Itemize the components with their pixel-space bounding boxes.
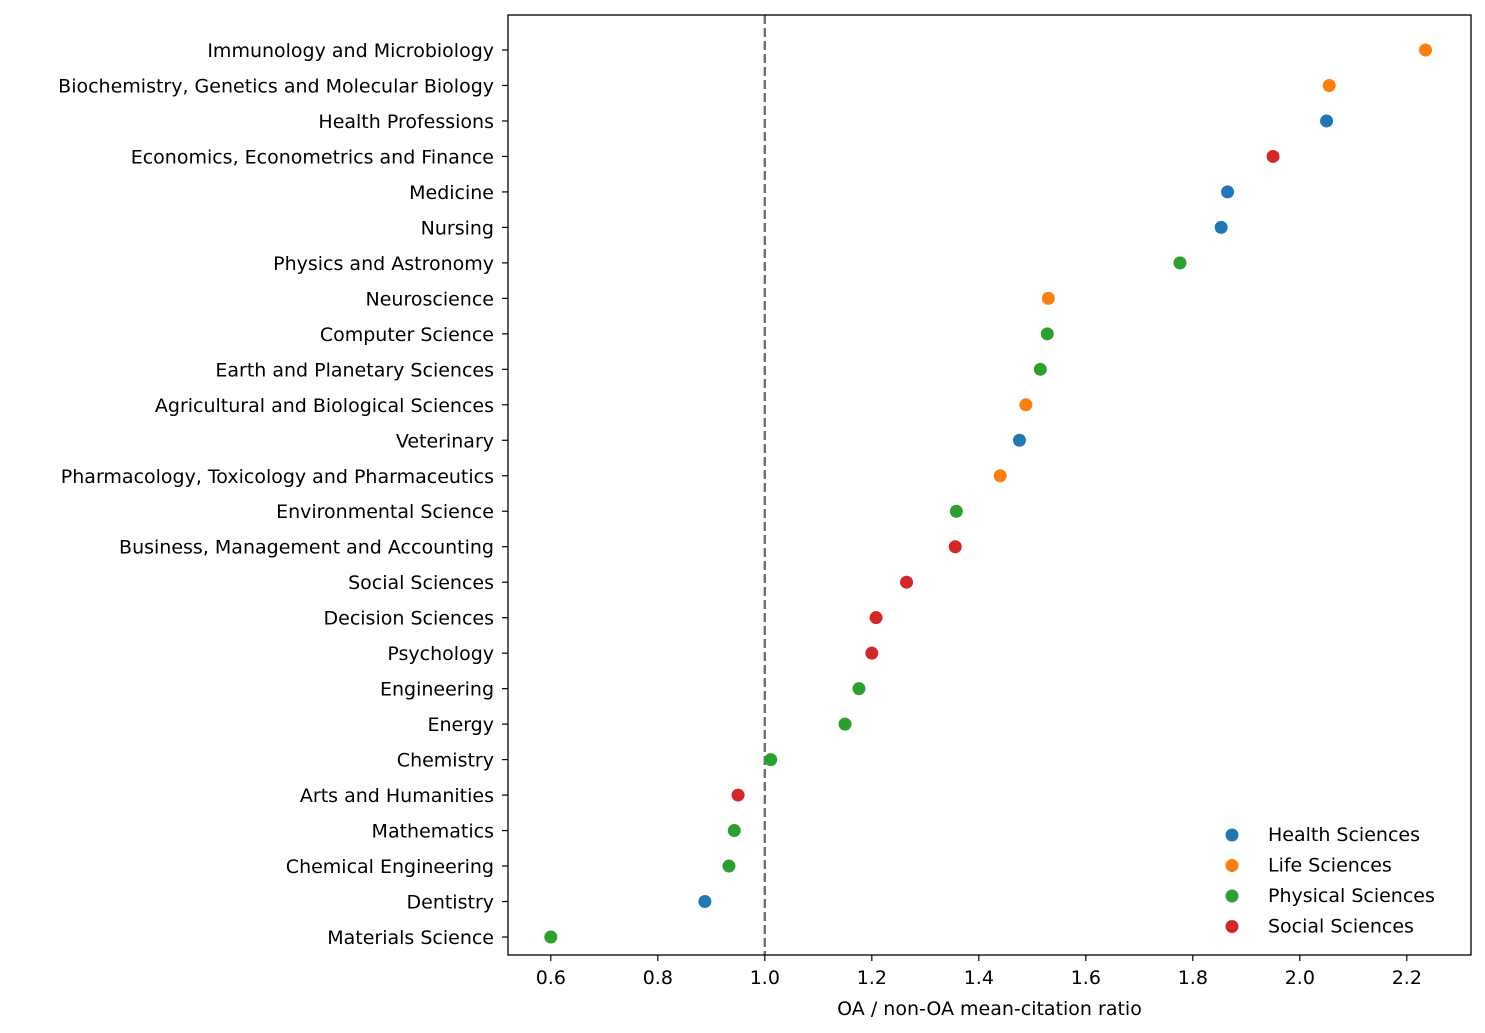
legend-marker [1225, 828, 1239, 842]
y-tick-label: Materials Science [327, 927, 494, 949]
data-point [1033, 362, 1047, 376]
data-point [1214, 220, 1228, 234]
y-tick-label: Decision Sciences [324, 608, 494, 630]
legend: Health Sciences Life Sciences Physical Sci… [1225, 824, 1435, 938]
y-tick-label: Psychology [387, 643, 494, 665]
legend-marker [1225, 920, 1239, 933]
y-tick-label: Chemistry [397, 750, 494, 772]
data-point [838, 717, 852, 731]
data-point [698, 895, 712, 909]
y-tick-label: Nursing [421, 217, 494, 239]
y-tick-label: Veterinary [396, 430, 494, 452]
data-point [1041, 291, 1055, 305]
data-point [948, 540, 962, 554]
y-tick-label: Mathematics [372, 821, 494, 843]
y-tick-label: Social Sciences [348, 572, 494, 594]
y-tick-label: Arts and Humanities [300, 785, 494, 807]
y-tick-label: Energy [427, 714, 494, 736]
y-tick-label: Health Professions [318, 111, 494, 133]
data-point [764, 753, 778, 767]
y-tick-label: Environmental Science [276, 501, 494, 523]
data-point [949, 504, 963, 518]
data-point [869, 611, 883, 625]
data-point [544, 930, 558, 944]
y-tick-label: Physics and Astronomy [273, 253, 494, 275]
y-tick-label: Computer Science [320, 324, 494, 346]
legend-label: Health Sciences [1268, 824, 1420, 846]
data-point [1012, 433, 1026, 447]
data-point [852, 682, 866, 696]
x-axis-label: OA / non-OA mean-citation ratio [837, 998, 1142, 1020]
y-tick-label: Engineering [380, 679, 494, 701]
data-point [722, 859, 736, 873]
y-tick-label: Earth and Planetary Sciences [215, 359, 494, 381]
y-tick-label: Neuroscience [366, 288, 494, 310]
legend-label: Life Sciences [1268, 855, 1392, 877]
x-tick-label: 2.2 [1392, 967, 1422, 989]
legend-marker [1225, 859, 1239, 872]
y-tick-label: Business, Management and Accounting [119, 537, 494, 559]
data-point [727, 824, 741, 838]
data-point [1322, 78, 1336, 92]
x-tick-label: 1.6 [1071, 967, 1101, 989]
legend-label: Physical Sciences [1268, 885, 1435, 907]
data-point [993, 469, 1007, 483]
y-tick-label: Economics, Econometrics and Finance [131, 146, 494, 168]
data-point [1221, 185, 1235, 199]
x-tick-label: 0.8 [643, 967, 673, 989]
data-point [731, 788, 745, 802]
plot-frame [507, 14, 1472, 956]
y-tick-label: Biochemistry, Genetics and Molecular Bio… [58, 75, 494, 97]
x-tick-label: 1.2 [857, 967, 887, 989]
y-tick-label: Chemical Engineering [286, 856, 494, 878]
data-point [1173, 256, 1187, 270]
y-tick-label: Agricultural and Biological Sciences [155, 395, 494, 417]
y-tick-label: Dentistry [407, 892, 495, 914]
data-point [865, 646, 879, 660]
x-tick-label: 2.0 [1285, 967, 1315, 989]
data-point [1419, 43, 1433, 57]
legend-marker [1225, 889, 1239, 903]
x-tick-label: 1.8 [1178, 967, 1208, 989]
x-tick-label: 0.6 [536, 967, 566, 989]
x-tick-label: 1.0 [750, 967, 780, 989]
y-tick-label: Immunology and Microbiology [207, 40, 494, 62]
data-point [1266, 149, 1280, 163]
legend-label: Social Sciences [1268, 916, 1414, 938]
y-tick-label: Pharmacology, Toxicology and Pharmaceuti… [61, 466, 494, 488]
x-tick-label: 1.4 [964, 967, 994, 989]
y-tick-label: Medicine [409, 182, 494, 204]
data-point [1320, 114, 1334, 128]
data-point [1019, 398, 1033, 412]
data-point [900, 575, 914, 589]
data-point [1040, 327, 1054, 341]
